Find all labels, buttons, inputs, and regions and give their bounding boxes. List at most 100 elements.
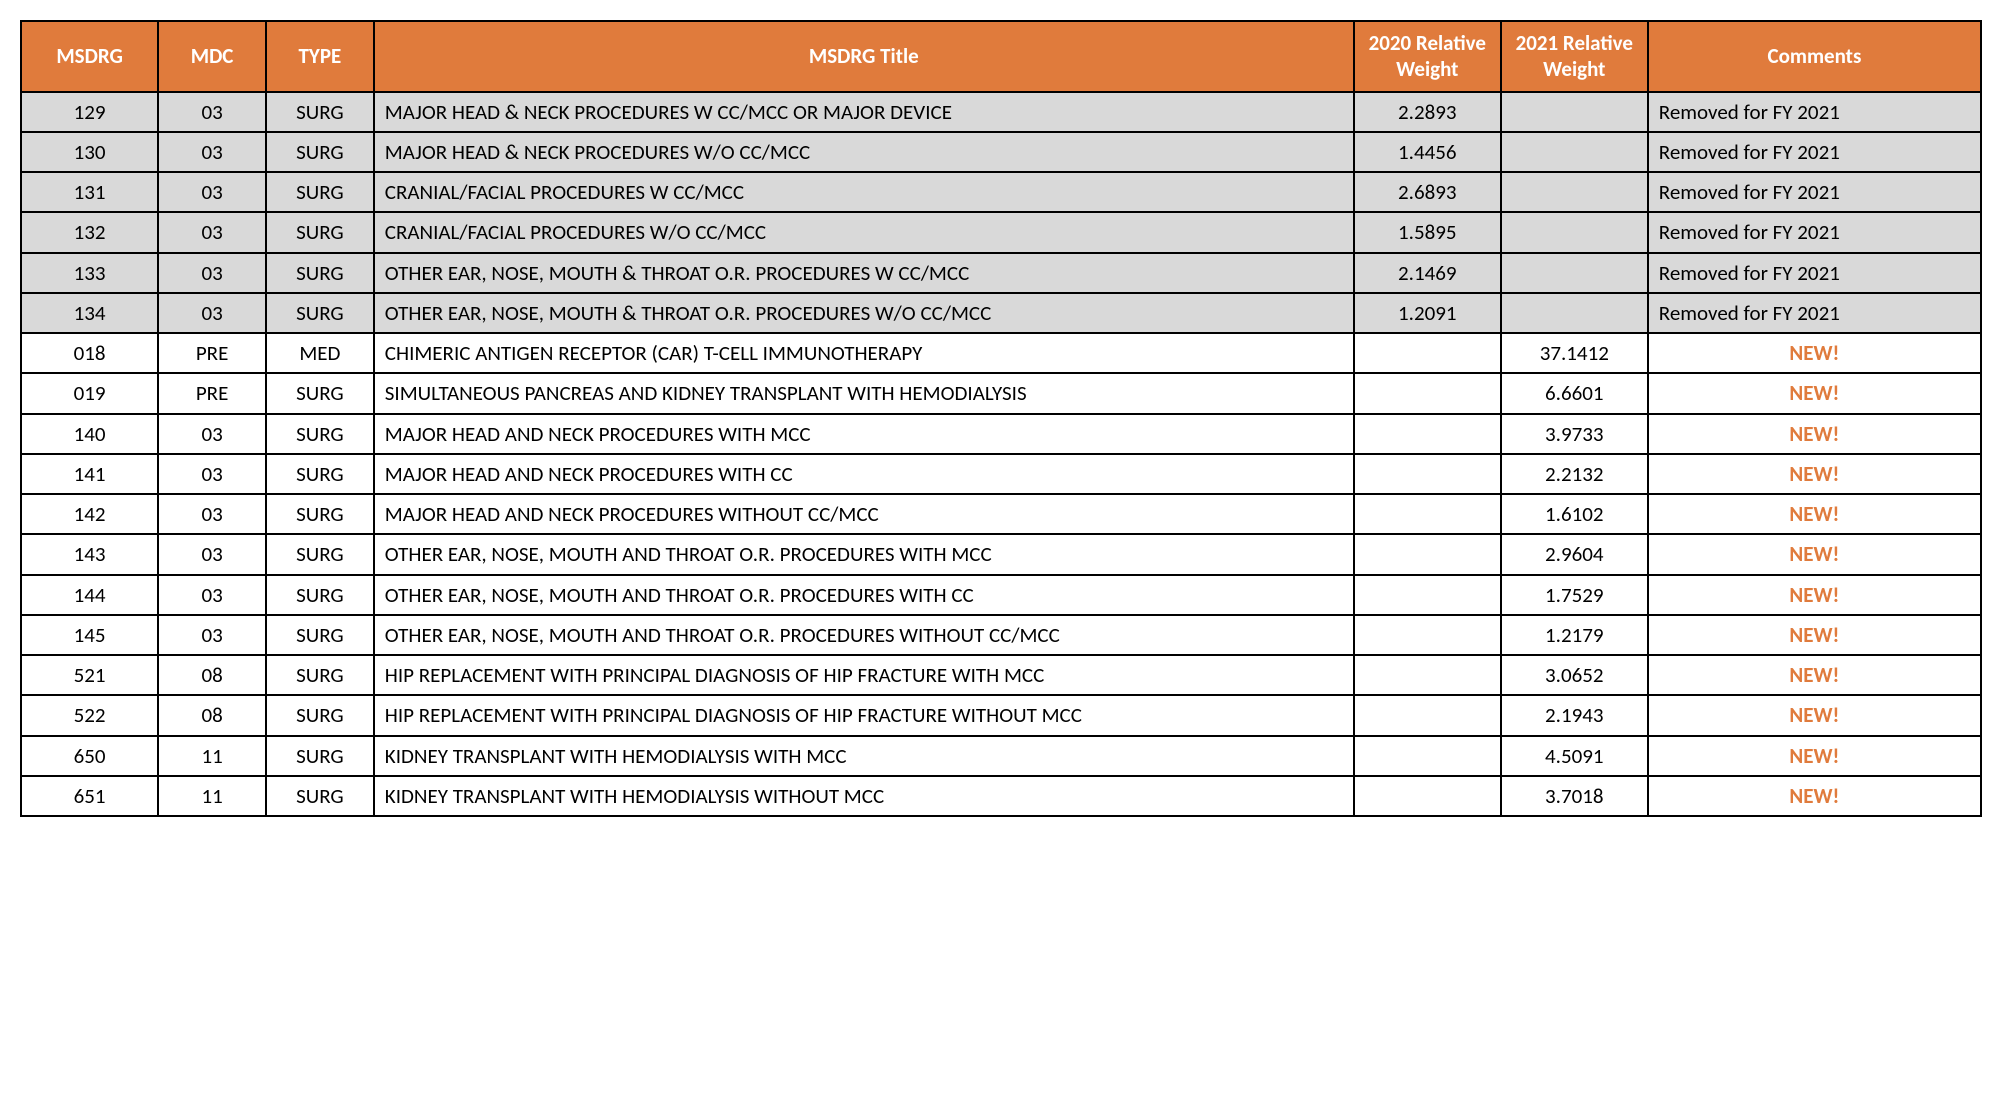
cell-comments: Removed for FY 2021 [1648, 253, 1981, 293]
cell-title: MAJOR HEAD AND NECK PROCEDURES WITHOUT C… [374, 494, 1354, 534]
cell-msdrg: 132 [21, 212, 158, 252]
cell-w2021: 3.9733 [1501, 414, 1648, 454]
table-row: 13403SURGOTHER EAR, NOSE, MOUTH & THROAT… [21, 293, 1981, 333]
cell-msdrg: 130 [21, 132, 158, 172]
cell-w2021: 4.5091 [1501, 736, 1648, 776]
cell-w2020 [1354, 575, 1501, 615]
cell-msdrg: 019 [21, 373, 158, 413]
cell-comments: NEW! [1648, 414, 1981, 454]
cell-msdrg: 522 [21, 695, 158, 735]
cell-title: OTHER EAR, NOSE, MOUTH AND THROAT O.R. P… [374, 615, 1354, 655]
table-row: 13103SURGCRANIAL/FACIAL PROCEDURES W CC/… [21, 172, 1981, 212]
cell-w2021 [1501, 92, 1648, 132]
cell-mdc: 03 [158, 172, 266, 212]
table-row: 13303SURGOTHER EAR, NOSE, MOUTH & THROAT… [21, 253, 1981, 293]
cell-mdc: 03 [158, 132, 266, 172]
col-header-type: TYPE [266, 21, 374, 92]
msdrg-table: MSDRG MDC TYPE MSDRG Title 2020 Relative… [20, 20, 1982, 817]
cell-w2021: 3.7018 [1501, 776, 1648, 816]
cell-mdc: 11 [158, 736, 266, 776]
cell-title: MAJOR HEAD & NECK PROCEDURES W CC/MCC OR… [374, 92, 1354, 132]
cell-mdc: 03 [158, 92, 266, 132]
table-row: 14503SURGOTHER EAR, NOSE, MOUTH AND THRO… [21, 615, 1981, 655]
cell-w2021 [1501, 293, 1648, 333]
cell-comments: NEW! [1648, 534, 1981, 574]
col-header-msdrg: MSDRG [21, 21, 158, 92]
cell-type: SURG [266, 776, 374, 816]
cell-mdc: 03 [158, 212, 266, 252]
table-row: 14103SURGMAJOR HEAD AND NECK PROCEDURES … [21, 454, 1981, 494]
cell-comments: Removed for FY 2021 [1648, 92, 1981, 132]
cell-mdc: 03 [158, 494, 266, 534]
cell-w2020: 2.2893 [1354, 92, 1501, 132]
table-header-row: MSDRG MDC TYPE MSDRG Title 2020 Relative… [21, 21, 1981, 92]
cell-title: HIP REPLACEMENT WITH PRINCIPAL DIAGNOSIS… [374, 655, 1354, 695]
cell-title: MAJOR HEAD AND NECK PROCEDURES WITH MCC [374, 414, 1354, 454]
cell-mdc: 03 [158, 253, 266, 293]
cell-w2020: 1.2091 [1354, 293, 1501, 333]
cell-msdrg: 650 [21, 736, 158, 776]
cell-comments: NEW! [1648, 494, 1981, 534]
cell-type: SURG [266, 132, 374, 172]
cell-w2020 [1354, 776, 1501, 816]
cell-comments: NEW! [1648, 695, 1981, 735]
col-header-comments: Comments [1648, 21, 1981, 92]
cell-mdc: 03 [158, 575, 266, 615]
cell-w2020: 2.6893 [1354, 172, 1501, 212]
cell-comments: Removed for FY 2021 [1648, 293, 1981, 333]
cell-w2020 [1354, 333, 1501, 373]
cell-w2020: 2.1469 [1354, 253, 1501, 293]
cell-mdc: PRE [158, 333, 266, 373]
cell-w2021 [1501, 172, 1648, 212]
cell-title: OTHER EAR, NOSE, MOUTH AND THROAT O.R. P… [374, 534, 1354, 574]
cell-msdrg: 133 [21, 253, 158, 293]
table-row: 018PREMEDCHIMERIC ANTIGEN RECEPTOR (CAR)… [21, 333, 1981, 373]
cell-mdc: 03 [158, 454, 266, 494]
cell-comments: NEW! [1648, 333, 1981, 373]
cell-w2020 [1354, 736, 1501, 776]
cell-comments: NEW! [1648, 454, 1981, 494]
cell-comments: NEW! [1648, 615, 1981, 655]
cell-w2020 [1354, 695, 1501, 735]
table-row: 019PRESURGSIMULTANEOUS PANCREAS AND KIDN… [21, 373, 1981, 413]
table-row: 14203SURGMAJOR HEAD AND NECK PROCEDURES … [21, 494, 1981, 534]
cell-type: SURG [266, 615, 374, 655]
cell-msdrg: 521 [21, 655, 158, 695]
cell-w2020 [1354, 414, 1501, 454]
cell-w2020 [1354, 494, 1501, 534]
cell-mdc: 03 [158, 414, 266, 454]
cell-w2020 [1354, 454, 1501, 494]
table-body: 12903SURGMAJOR HEAD & NECK PROCEDURES W … [21, 92, 1981, 817]
table-row: 13203SURGCRANIAL/FACIAL PROCEDURES W/O C… [21, 212, 1981, 252]
cell-mdc: 11 [158, 776, 266, 816]
cell-msdrg: 651 [21, 776, 158, 816]
cell-type: SURG [266, 172, 374, 212]
cell-title: CRANIAL/FACIAL PROCEDURES W/O CC/MCC [374, 212, 1354, 252]
cell-comments: NEW! [1648, 575, 1981, 615]
cell-w2021 [1501, 212, 1648, 252]
cell-title: CRANIAL/FACIAL PROCEDURES W CC/MCC [374, 172, 1354, 212]
cell-comments: NEW! [1648, 655, 1981, 695]
cell-title: OTHER EAR, NOSE, MOUTH AND THROAT O.R. P… [374, 575, 1354, 615]
cell-comments: NEW! [1648, 776, 1981, 816]
cell-msdrg: 145 [21, 615, 158, 655]
cell-title: HIP REPLACEMENT WITH PRINCIPAL DIAGNOSIS… [374, 695, 1354, 735]
cell-title: MAJOR HEAD & NECK PROCEDURES W/O CC/MCC [374, 132, 1354, 172]
cell-comments: NEW! [1648, 373, 1981, 413]
cell-w2021: 37.1412 [1501, 333, 1648, 373]
cell-comments: NEW! [1648, 736, 1981, 776]
cell-type: SURG [266, 414, 374, 454]
cell-w2020 [1354, 373, 1501, 413]
cell-title: KIDNEY TRANSPLANT WITH HEMODIALYSIS WITH… [374, 776, 1354, 816]
cell-w2021: 1.6102 [1501, 494, 1648, 534]
cell-comments: Removed for FY 2021 [1648, 132, 1981, 172]
cell-title: KIDNEY TRANSPLANT WITH HEMODIALYSIS WITH… [374, 736, 1354, 776]
cell-msdrg: 142 [21, 494, 158, 534]
col-header-w2020: 2020 Relative Weight [1354, 21, 1501, 92]
cell-mdc: 03 [158, 615, 266, 655]
cell-msdrg: 141 [21, 454, 158, 494]
cell-w2020 [1354, 615, 1501, 655]
cell-msdrg: 018 [21, 333, 158, 373]
cell-w2021 [1501, 132, 1648, 172]
cell-mdc: 08 [158, 655, 266, 695]
